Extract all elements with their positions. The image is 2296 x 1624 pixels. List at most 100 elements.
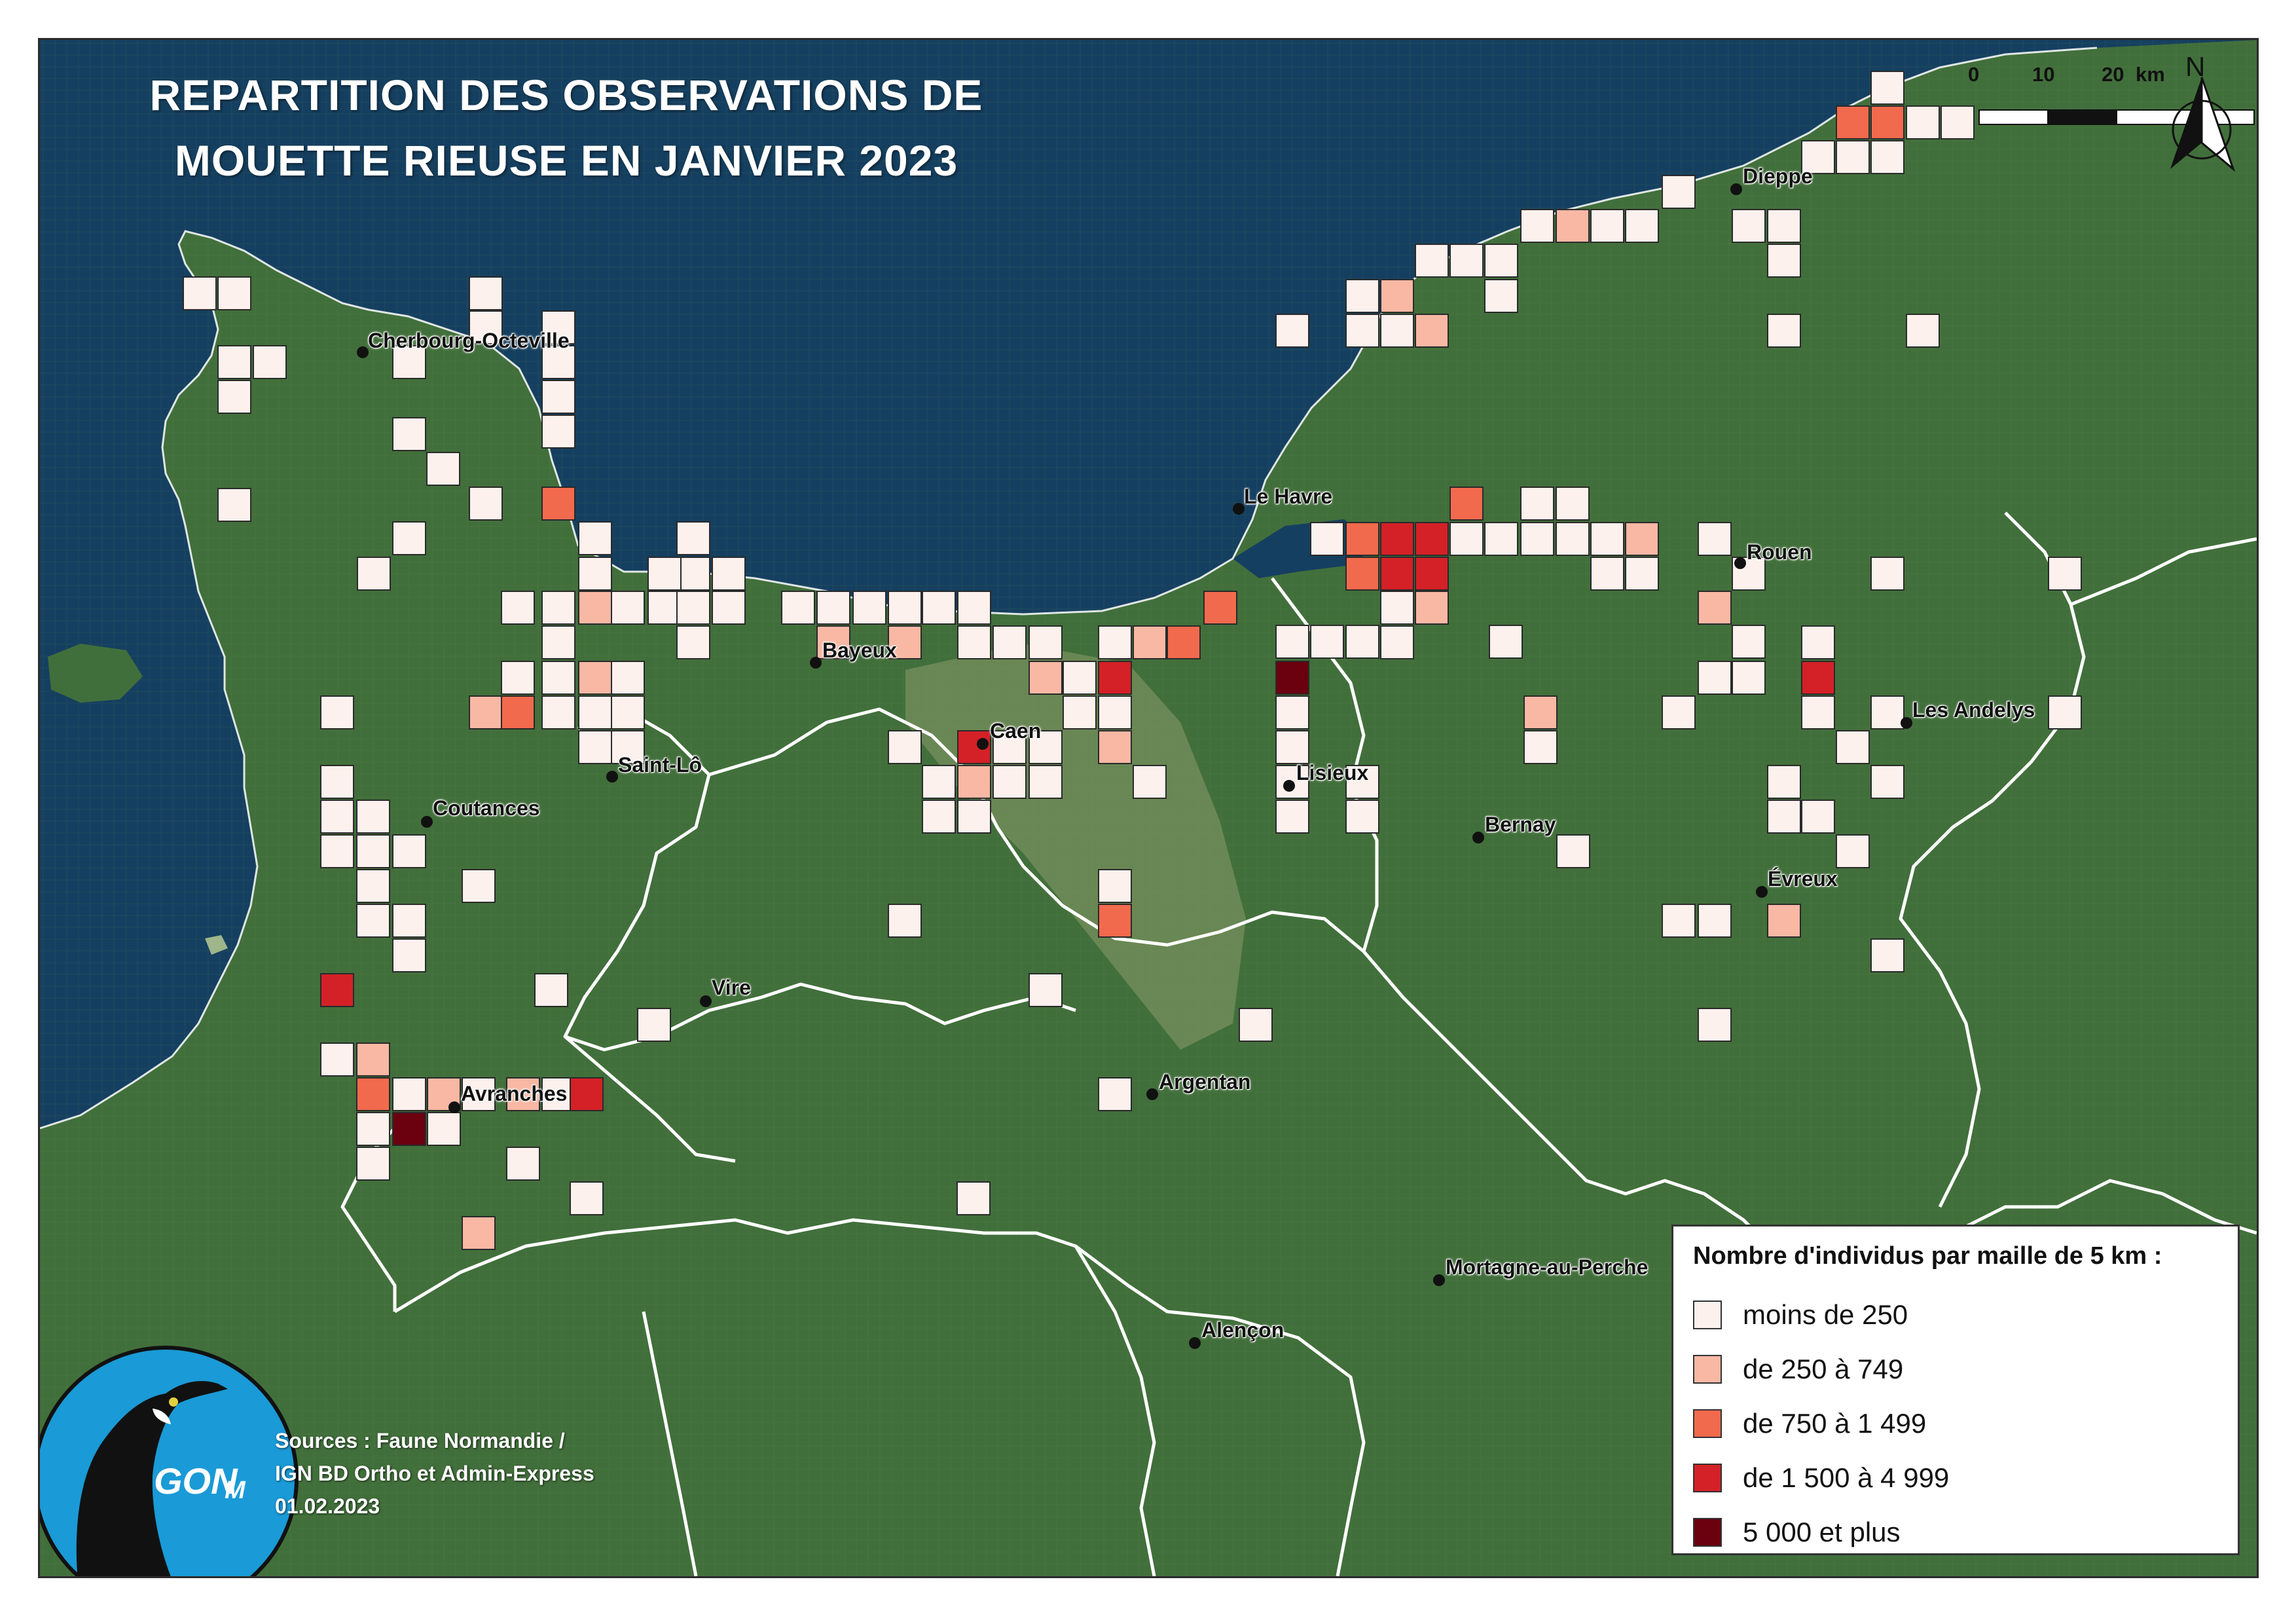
map-title-line2: MOUETTE RIEUSE EN JANVIER 2023 — [174, 136, 958, 185]
grid-cell — [1029, 730, 1063, 764]
grid-cell — [217, 276, 251, 310]
town-dot — [421, 816, 433, 828]
grid-cell — [469, 695, 503, 729]
sources-line1: Sources : Faune Normandie / — [275, 1429, 565, 1452]
legend-item: moins de 250 — [1693, 1287, 2218, 1342]
grid-cell — [570, 1181, 604, 1215]
grid-cell — [541, 380, 575, 414]
grid-cell — [392, 521, 426, 555]
town-dot — [1730, 183, 1742, 195]
logo-suffix: M — [225, 1477, 246, 1504]
grid-cell — [888, 904, 922, 938]
legend-item: de 1 500 à 4 999 — [1693, 1450, 2218, 1505]
grid-cell — [1870, 140, 1904, 174]
town-label-saint-lo: Saint-Lô — [618, 753, 702, 777]
grid-cell — [462, 1077, 496, 1111]
grid-cell — [1415, 557, 1449, 591]
grid-cell — [462, 1216, 496, 1250]
legend-label: de 250 à 749 — [1743, 1353, 1904, 1384]
grid-cell — [570, 1077, 604, 1111]
grid-cell — [922, 800, 956, 834]
legend-swatch — [1693, 1300, 1722, 1329]
cormorant-logo-icon: GON M — [40, 1346, 299, 1576]
grid-cell — [356, 869, 390, 903]
grid-cell — [1098, 661, 1132, 695]
grid-cell — [320, 834, 354, 868]
grid-cell — [1133, 765, 1167, 799]
grid-cell — [541, 625, 575, 659]
grid-cell — [320, 800, 354, 834]
grid-cell — [957, 800, 991, 834]
grid-cell — [578, 695, 612, 729]
grid-cell — [816, 591, 850, 625]
grid-cell — [1345, 522, 1379, 556]
grid-cell — [1345, 557, 1379, 591]
grid-cell — [888, 730, 922, 764]
grid-cell — [1662, 695, 1696, 729]
grid-cell — [1029, 973, 1063, 1007]
grid-cell — [1063, 661, 1097, 695]
grid-cell — [957, 625, 991, 659]
grid-cell — [320, 695, 354, 729]
town-dot — [1283, 780, 1295, 792]
grid-cell — [320, 973, 354, 1007]
grid-cell — [1870, 557, 1904, 591]
legend-title: Nombre d'individus par maille de 5 km : — [1693, 1242, 2162, 1270]
town-label-mortagne: Mortagne-au-Perche — [1446, 1255, 1649, 1279]
grid-cell — [922, 591, 956, 625]
grid-cell — [2048, 695, 2082, 729]
grid-cell — [1698, 1008, 1732, 1042]
town-label-rouen: Rouen — [1747, 540, 1812, 564]
grid-cell — [501, 661, 535, 695]
map-frame: GON M — [38, 38, 2259, 1578]
grid-cell — [888, 591, 922, 625]
grid-cell — [1029, 661, 1063, 695]
grid-cell — [1203, 591, 1237, 625]
grid-cell — [712, 557, 746, 591]
grid-cell — [1520, 522, 1554, 556]
grid-cell — [1625, 557, 1659, 591]
grid-cell — [1415, 591, 1449, 625]
grid-cell — [1449, 487, 1484, 521]
grid-cell — [957, 765, 991, 799]
legend-swatch — [1693, 1409, 1722, 1438]
grid-cell — [1732, 209, 1766, 243]
grid-cell — [462, 869, 496, 903]
grid-cell — [1732, 661, 1766, 695]
grid-cell — [1275, 661, 1309, 695]
observation-grid — [183, 71, 2082, 1250]
town-dot — [977, 738, 989, 750]
grid-cell — [1836, 730, 1870, 764]
grid-cell — [1133, 625, 1167, 659]
grid-cell — [578, 521, 612, 555]
grid-cell — [356, 834, 390, 868]
grid-cell — [1767, 800, 1801, 834]
grid-cell — [676, 625, 710, 659]
town-label-evreux: Évreux — [1768, 867, 1838, 891]
grid-cell — [1590, 209, 1624, 243]
grid-cell — [1941, 105, 1975, 139]
grid-cell — [1380, 557, 1414, 591]
scale-label-unit: km — [2136, 63, 2165, 86]
grid-cell — [676, 591, 710, 625]
grid-cell — [1484, 244, 1518, 278]
grid-cell — [1098, 730, 1132, 764]
legend-item: 5 000 et plus — [1693, 1505, 2218, 1559]
grid-cell — [1380, 314, 1414, 348]
legend-label: de 1 500 à 4 999 — [1743, 1462, 1950, 1493]
north-arrow-icon — [2170, 77, 2236, 172]
map-canvas: GON M — [40, 40, 2257, 1576]
grid-cell — [1345, 625, 1379, 659]
grid-cell — [1556, 834, 1590, 868]
grid-cell — [781, 591, 815, 625]
town-dot — [700, 995, 712, 1007]
town-dot — [1433, 1274, 1445, 1286]
grid-cell — [534, 973, 568, 1007]
north-letter: N — [2185, 51, 2206, 82]
grid-cell — [253, 345, 287, 379]
grid-cell — [217, 380, 251, 414]
grid-cell — [426, 452, 460, 486]
grid-cell — [1836, 105, 1870, 139]
grid-cell — [1275, 730, 1309, 764]
legend-swatch — [1693, 1463, 1722, 1492]
